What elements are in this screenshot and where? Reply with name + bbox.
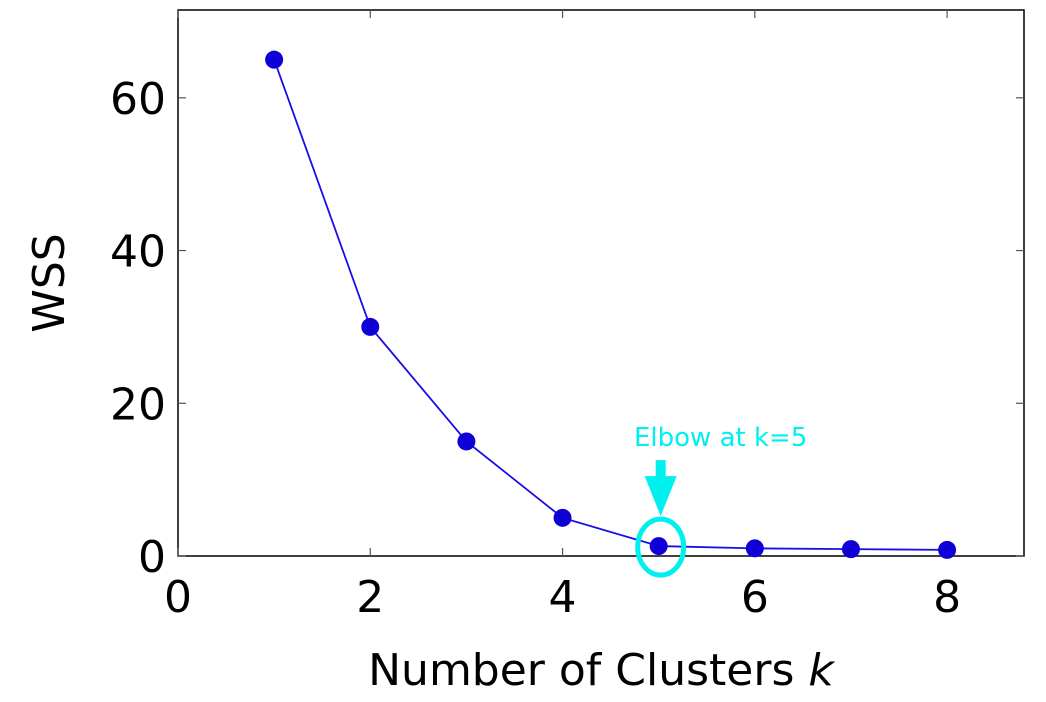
y-tick-label: 60 [110, 74, 166, 125]
plot-border [177, 9, 1025, 557]
x-tick-label: 2 [356, 572, 384, 623]
y-tick-labels: 0 20 40 60 [110, 74, 166, 583]
x-tick-label: 0 [164, 572, 192, 623]
data-point [457, 432, 476, 451]
data-point [265, 50, 284, 69]
y-tick-label: 20 [110, 379, 166, 430]
axis-ticks [177, 10, 1024, 557]
series-line-group [273, 59, 948, 551]
y-tick-label: 40 [110, 227, 166, 278]
data-point [841, 540, 860, 559]
x-tick-labels: 0 2 4 6 8 [164, 572, 961, 623]
annotation-group: Elbow at k=5 [634, 423, 807, 578]
plot-frame [177, 9, 1025, 557]
x-axis-title-variable: k [808, 645, 835, 696]
x-tick-label: 4 [549, 572, 577, 623]
x-tick-label: 6 [741, 572, 769, 623]
elbow-annotation-label: Elbow at k=5 [634, 423, 807, 453]
data-point [938, 540, 957, 559]
data-point [649, 537, 668, 556]
x-axis-title-text: Number of Clusters [368, 645, 808, 696]
elbow-highlight-ring [635, 516, 687, 578]
data-point [553, 508, 572, 527]
data-point [361, 317, 380, 336]
data-points [265, 50, 957, 559]
series-line [273, 59, 948, 551]
data-point [745, 539, 764, 558]
x-tick-label: 8 [933, 572, 961, 623]
y-tick-label: 0 [138, 532, 166, 583]
y-axis-title: WSS [24, 233, 75, 332]
elbow-arrow [644, 460, 677, 517]
x-axis-title: Number of Clusters k [368, 645, 835, 696]
